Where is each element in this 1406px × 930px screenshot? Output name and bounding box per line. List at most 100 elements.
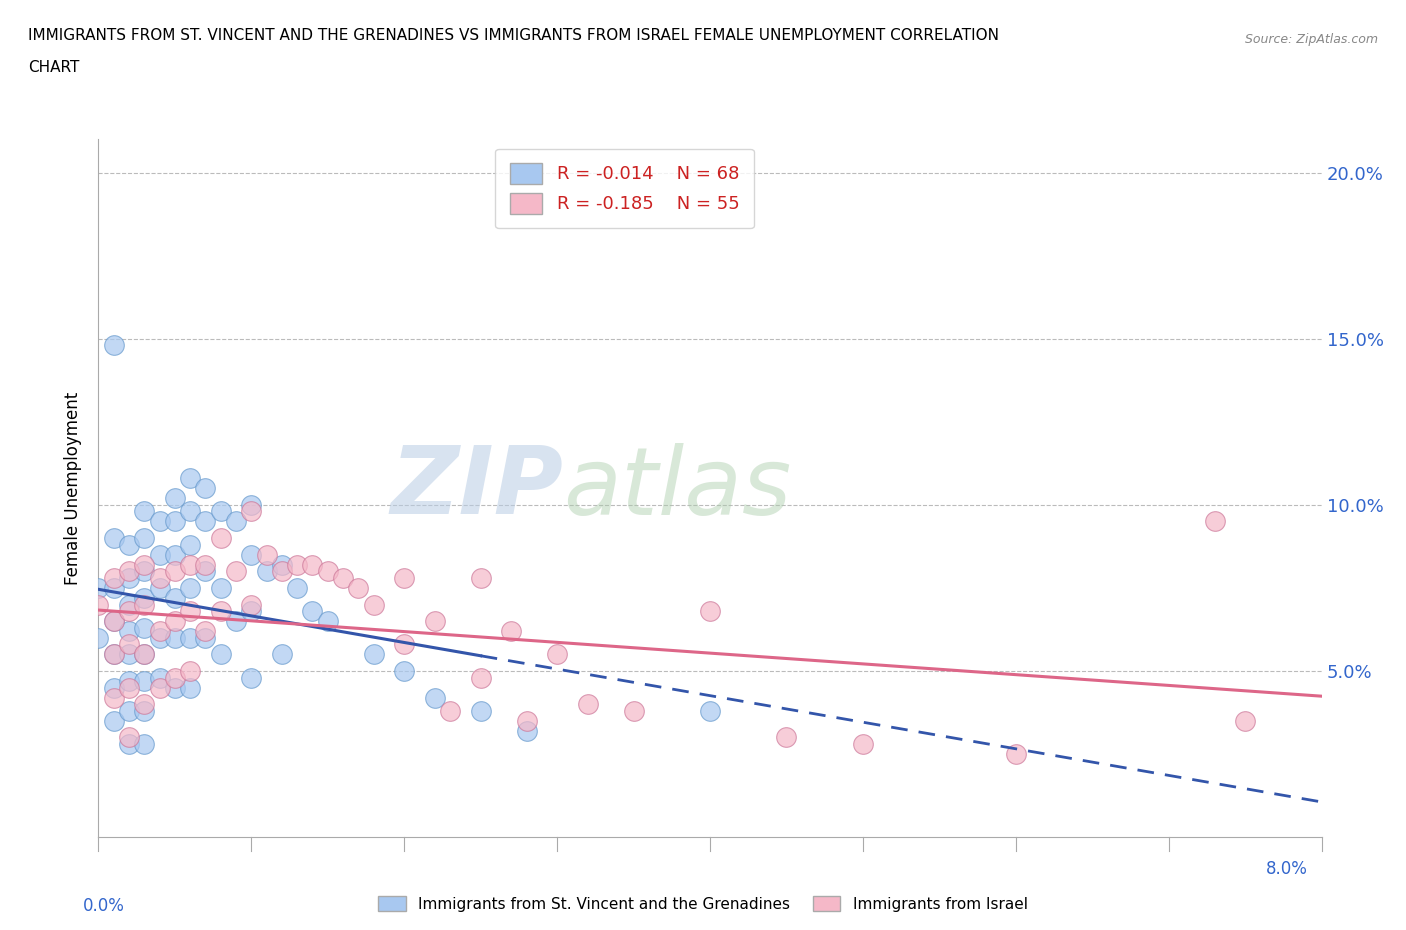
Point: [194, 564, 217, 578]
Point: [516, 713, 538, 728]
Point: [163, 680, 186, 695]
Point: [134, 697, 156, 711]
Point: [852, 737, 875, 751]
Point: [103, 690, 125, 705]
Point: [163, 564, 186, 578]
Point: [149, 547, 172, 562]
Point: [209, 580, 232, 595]
Point: [134, 620, 156, 635]
Point: [118, 597, 141, 612]
Point: [363, 647, 385, 662]
Point: [163, 491, 186, 506]
Point: [134, 703, 156, 718]
Point: [270, 557, 294, 572]
Point: [163, 547, 186, 562]
Point: [179, 504, 201, 519]
Point: [516, 724, 538, 738]
Point: [240, 504, 263, 519]
Point: [103, 338, 125, 352]
Point: [179, 557, 201, 572]
Point: [118, 680, 141, 695]
Point: [392, 663, 416, 678]
Point: [149, 671, 172, 685]
Point: [194, 631, 217, 645]
Point: [163, 671, 186, 685]
Point: [316, 564, 339, 578]
Point: [163, 631, 186, 645]
Point: [103, 531, 125, 546]
Legend: Immigrants from St. Vincent and the Grenadines, Immigrants from Israel: Immigrants from St. Vincent and the Gren…: [373, 889, 1033, 918]
Text: Source: ZipAtlas.com: Source: ZipAtlas.com: [1244, 33, 1378, 46]
Point: [134, 597, 156, 612]
Point: [240, 604, 263, 618]
Text: atlas: atlas: [564, 443, 792, 534]
Point: [225, 514, 247, 529]
Point: [103, 713, 125, 728]
Y-axis label: Female Unemployment: Female Unemployment: [65, 392, 83, 585]
Point: [149, 514, 172, 529]
Point: [179, 663, 201, 678]
Point: [332, 570, 354, 585]
Point: [194, 624, 217, 639]
Point: [285, 557, 308, 572]
Text: CHART: CHART: [28, 60, 80, 75]
Point: [118, 703, 141, 718]
Point: [194, 481, 217, 496]
Point: [179, 604, 201, 618]
Point: [87, 631, 110, 645]
Point: [301, 604, 323, 618]
Point: [470, 703, 492, 718]
Point: [179, 680, 201, 695]
Point: [149, 631, 172, 645]
Point: [240, 671, 263, 685]
Point: [240, 547, 263, 562]
Point: [134, 504, 156, 519]
Point: [149, 580, 172, 595]
Point: [103, 647, 125, 662]
Point: [240, 597, 263, 612]
Point: [1234, 713, 1257, 728]
Point: [179, 538, 201, 552]
Point: [623, 703, 645, 718]
Point: [103, 647, 125, 662]
Point: [134, 531, 156, 546]
Point: [118, 624, 141, 639]
Point: [699, 604, 721, 618]
Point: [470, 570, 492, 585]
Point: [163, 514, 186, 529]
Point: [179, 471, 201, 485]
Point: [363, 597, 385, 612]
Point: [118, 673, 141, 688]
Point: [163, 591, 186, 605]
Point: [87, 597, 110, 612]
Point: [1204, 514, 1226, 529]
Point: [103, 680, 125, 695]
Point: [209, 531, 232, 546]
Point: [163, 614, 186, 629]
Point: [87, 580, 110, 595]
Point: [225, 614, 247, 629]
Text: 0.0%: 0.0%: [83, 897, 125, 915]
Point: [1004, 747, 1026, 762]
Point: [392, 570, 416, 585]
Point: [103, 580, 125, 595]
Point: [270, 564, 294, 578]
Point: [134, 591, 156, 605]
Point: [470, 671, 492, 685]
Text: 8.0%: 8.0%: [1265, 860, 1308, 878]
Point: [179, 580, 201, 595]
Point: [209, 604, 232, 618]
Point: [501, 624, 523, 639]
Point: [285, 580, 308, 595]
Point: [118, 604, 141, 618]
Point: [149, 570, 172, 585]
Point: [118, 730, 141, 745]
Point: [439, 703, 461, 718]
Point: [392, 637, 416, 652]
Point: [134, 564, 156, 578]
Point: [134, 737, 156, 751]
Point: [576, 697, 599, 711]
Point: [423, 614, 446, 629]
Point: [270, 647, 294, 662]
Point: [301, 557, 323, 572]
